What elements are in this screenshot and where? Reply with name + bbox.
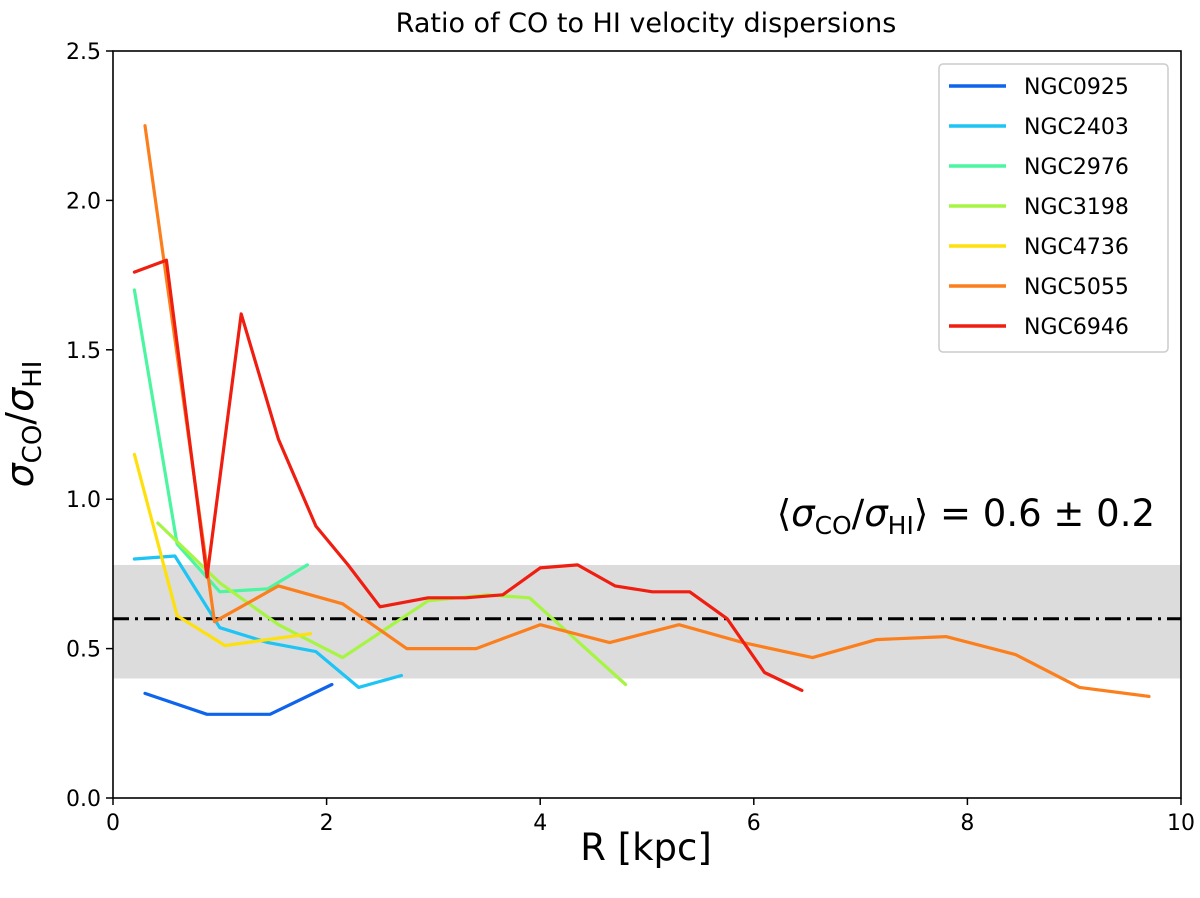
y-tick-label: 0.5 [66, 638, 101, 663]
y-axis: 0.0 0.5 1.0 1.5 2.0 2.5 [66, 40, 113, 812]
legend-label-ngc2403: NGC2403 [1024, 115, 1129, 140]
series-line-ngc5055 [143, 124, 1151, 699]
plot-area [113, 124, 1181, 716]
annotation-sub-hi: HI [888, 511, 914, 540]
x-tick-label: 2 [320, 811, 334, 836]
annotation-sub-co: CO [815, 511, 852, 540]
series-line-ngc4736 [132, 452, 313, 648]
series-line-ngc2976 [132, 288, 309, 594]
y-axis-label-slash: / [0, 412, 42, 425]
y-axis-label: σCO/σHI [0, 361, 48, 488]
y-tick-label: 2.0 [66, 189, 101, 214]
y-tick-label: 2.5 [66, 40, 101, 65]
y-tick-label: 1.0 [66, 488, 101, 513]
annotation-open-bracket: ⟨ [777, 492, 791, 535]
y-tick-label: 1.5 [66, 339, 101, 364]
plot-frame [112, 50, 1182, 799]
y-axis-label-sub-co: CO [18, 425, 48, 464]
series-line-ngc0925 [143, 682, 334, 716]
series-line-ngc2403 [132, 554, 403, 690]
legend-label-ngc4736: NGC4736 [1024, 235, 1129, 260]
annotation-value: = 0.6 ± 0.2 [928, 492, 1155, 535]
x-axis-label: R [kpc] [580, 826, 712, 869]
x-tick-label: 8 [960, 811, 974, 836]
x-tick-label: 10 [1167, 811, 1195, 836]
annotation-sigma-co: σ [791, 492, 816, 535]
legend: NGC0925 NGC2403 NGC2976 NGC3198 NGC4736 NGC50… [938, 63, 1169, 353]
annotation-sigma-hi: σ [864, 492, 889, 535]
annotation-slash: / [852, 492, 865, 535]
series-line-ngc6946 [132, 258, 804, 693]
x-tick-label: 6 [747, 811, 761, 836]
legend-label-ngc2976: NGC2976 [1024, 155, 1129, 180]
legend-label-ngc5055: NGC5055 [1024, 275, 1129, 300]
dispersion-band [113, 564, 1181, 679]
legend-label-ngc3198: NGC3198 [1024, 195, 1129, 220]
x-axis: 0 2 4 6 8 10 [106, 798, 1195, 836]
x-tick-label: 4 [533, 811, 547, 836]
y-axis-label-sigma-hi: σ [0, 386, 42, 412]
x-tick-label: 0 [106, 811, 120, 836]
legend-label-ngc6946: NGC6946 [1024, 315, 1129, 340]
y-tick-label: 0.0 [66, 787, 101, 812]
annotation-close-bracket: ⟩ [914, 492, 928, 535]
y-axis-label-sub-hi: HI [18, 361, 48, 388]
series-line-ngc3198 [156, 521, 628, 687]
legend-box [938, 63, 1169, 353]
chart-title: Ratio of CO to HI velocity dispersions [396, 8, 897, 39]
legend-label-ngc0925: NGC0925 [1024, 75, 1129, 100]
y-axis-label-sigma-co: σ [0, 461, 42, 487]
mean-annotation: ⟨σCO/σHI⟩ = 0.6 ± 0.2 [777, 492, 1155, 540]
